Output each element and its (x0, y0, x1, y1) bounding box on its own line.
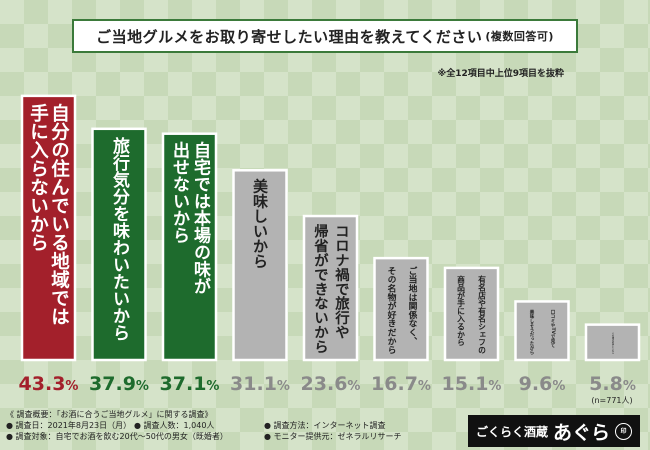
brand-logo-big: あぐら (553, 421, 611, 444)
brand-logo-small: ごくらく酒蔵 (475, 424, 548, 439)
value-label: 37.9% (89, 373, 149, 395)
brand-logo: ごくらく酒蔵 あぐら 印 (468, 415, 640, 447)
value-label: 16.7% (371, 373, 431, 395)
value-label: 5.8% (589, 373, 636, 395)
bar (584, 323, 641, 362)
bar-label: 出せないから (169, 141, 190, 244)
chart-note: ※全12項目中上位9項目を抜粋 (437, 69, 564, 79)
sample-size: (n=771人) (591, 396, 632, 405)
bar-group: 口コミやTVで見て 美味しそうだったから 9.6% (514, 300, 570, 395)
value-label: 23.6% (301, 373, 361, 395)
value-label: 31.1% (230, 373, 290, 395)
bar-label: 旅行気分を味わいたいから (109, 136, 131, 341)
bar-group: 美味しいから 31.1% (230, 169, 290, 395)
bar (161, 132, 218, 362)
bar-label: その地域を応援したいから (611, 331, 614, 355)
bar-group: 旅行気分を味わいたいから 37.9% (89, 127, 149, 395)
bar-label: コロナ禍で旅行や (333, 224, 350, 339)
bar (91, 127, 147, 362)
bar-label: その名物が好きだから (386, 266, 397, 355)
bar-group: ご当地は関係なく、その名物が好きだから 16.7% (371, 256, 431, 395)
survey-method: ● 調査方法：インターネット調査 (264, 421, 386, 430)
survey-date: ● 調査日：2021年8月23日（月） (6, 421, 132, 430)
bar (373, 256, 429, 362)
chart-title-main: ご当地グルメをお取り寄せしたい理由を教えてください (96, 27, 483, 46)
bar-group: その地域を応援したいから 5.8% (584, 323, 641, 395)
survey-count: ● 調査人数：1,040人 (134, 421, 215, 430)
chart-title-sub: (複数回答可) (485, 30, 554, 43)
brand-seal-icon: 印 (615, 422, 633, 440)
value-label: 37.1% (160, 373, 220, 395)
value-label: 43.3% (19, 373, 79, 395)
survey-heading: 《 調査概要：「お酒に合うご当地グルメ」に関する調査》 (6, 410, 213, 419)
bar-label: ご当地は関係なく、 (407, 265, 417, 345)
survey-col2: ● 調査人数：1,040人 ● 調査方法：インターネット調査 ● モニター提供元… (134, 420, 402, 442)
survey-summary: 《 調査概要：「お酒に合うご当地グルメ」に関する調査》 ● 調査日：2021年8… (6, 409, 402, 442)
bar-label: 美味しいから (251, 177, 269, 268)
bar (20, 94, 77, 362)
survey-target: ● 調査対象：自宅でお酒を飲む20代～50代の男女（既婚者） (6, 432, 228, 441)
value-label: 15.1% (442, 373, 502, 395)
value-label: 9.6% (519, 373, 566, 395)
bar-label: 自分の住んでいる地域では (49, 103, 70, 326)
bar-label: 帰省ができないから (312, 223, 329, 354)
bar-label: 美味しそうだったから (529, 308, 534, 356)
bar (514, 300, 570, 362)
chart-title: ご当地グルメをお取り寄せしたい理由を教えてください (複数回答可) (72, 19, 578, 53)
bar-label: 口コミやTVで見て (550, 309, 556, 349)
bar-label: 有名店や有名シェフの (477, 275, 486, 354)
survey-monitor: ● モニター提供元：ゼネラルリサーチ (264, 432, 402, 441)
bar-group: 有名店や有名シェフの 商品が手に入るから 15.1% (442, 266, 502, 395)
bar-label: 手に入らないから (28, 103, 49, 252)
bar (232, 169, 288, 362)
bar-label: 自宅では本場の味が (190, 141, 211, 295)
bar (302, 214, 359, 362)
bar (443, 266, 500, 362)
bar-label: 商品が手に入るから (456, 275, 465, 346)
